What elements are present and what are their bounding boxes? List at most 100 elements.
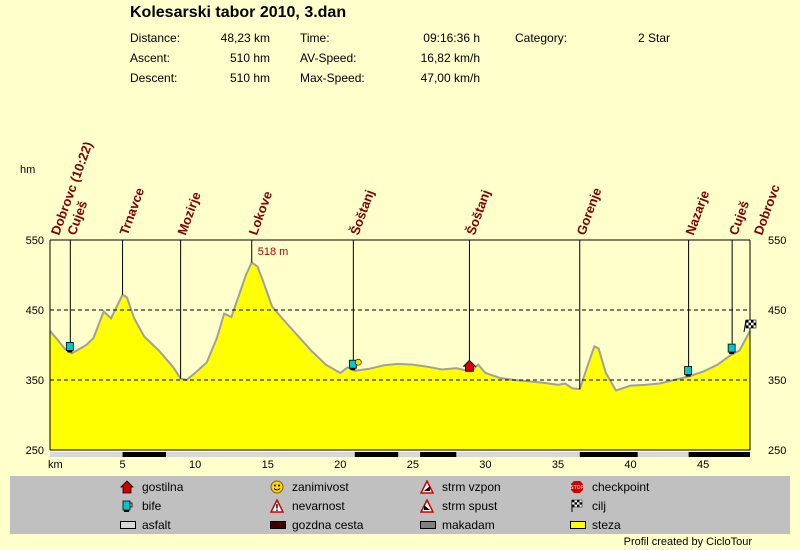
smiley-icon (355, 358, 362, 366)
legend-label: asfalt (142, 518, 171, 532)
max-elevation-label: 518 m (258, 246, 289, 258)
bife-icon (684, 366, 693, 375)
legend-item-asfalt: asfalt (120, 518, 171, 532)
legend-item-gostilna: gostilna (120, 480, 183, 494)
x-tick-label: 15 (262, 459, 274, 471)
x-tick-label: 40 (624, 459, 636, 471)
legend-item-nevarnost: nevarnost (269, 498, 345, 513)
legend-item-cilj: cilj (570, 499, 606, 513)
house-icon (120, 480, 136, 494)
waypoint-label: Gorenje (573, 186, 604, 237)
x-tick-label: 35 (552, 459, 564, 471)
waypoint-label: Nazarje (682, 188, 712, 237)
x-tick-label: 5 (120, 459, 126, 471)
stat-category-label: Category: (515, 31, 568, 45)
stop-sign-text: STOP (570, 485, 583, 491)
legend-label: zanimivost (292, 480, 349, 494)
stat-distance-label: Distance: (130, 31, 181, 45)
bife-icon-base (67, 350, 73, 353)
surface-gozdna-swatch (270, 521, 286, 529)
surface-steza-swatch (570, 521, 586, 529)
checkered-flag-square (753, 322, 756, 326)
surface-segment (420, 452, 457, 457)
stat-category-value: 2 Star (638, 31, 671, 45)
bife-icon (65, 342, 74, 351)
house-icon (462, 359, 477, 372)
y-tick-label-left: 250 (26, 445, 44, 457)
legend-label: gozdna cesta (292, 518, 364, 532)
y-tick-label-right: 250 (768, 445, 786, 457)
legend-item-zanimivost: zanimivost (270, 480, 349, 494)
x-tick-label: 30 (479, 459, 491, 471)
stat-time-label: Time: (300, 31, 330, 45)
surface-segment (688, 452, 750, 457)
bife-icon-base (685, 374, 691, 377)
legend-label: gostilna (142, 480, 184, 494)
surface-segment (579, 452, 638, 457)
legend-label: checkpoint (592, 480, 650, 494)
steep-climb-icon (419, 479, 436, 494)
stat-avspeed-label: AV-Speed: (300, 51, 357, 65)
stat-distance-value: 48,23 km (220, 31, 270, 45)
surface-segment (50, 452, 123, 457)
stat-avspeed-value: 16,82 km/h (420, 51, 480, 65)
legend-label: strm spust (442, 499, 498, 513)
legend-label: strm vzpon (442, 480, 501, 494)
waypoint-label: Lokove (245, 189, 275, 237)
legend-item-strm-spust: strm spust (419, 498, 498, 513)
stop-sign-icon: STOP (570, 480, 586, 494)
surface-segment (398, 452, 421, 457)
y-tick-label-left: 550 (26, 235, 44, 247)
y-axis-unit: hm (20, 164, 36, 176)
surface-segment (637, 452, 689, 457)
waypoint-label: Trnavce (116, 186, 147, 237)
stat-descent-label: Descent: (130, 71, 178, 85)
legend-item-checkpoint: STOP checkpoint (570, 480, 649, 494)
waypoint-label: Cuješ (726, 199, 752, 237)
legend-label: makadam (442, 518, 495, 532)
elevation-profile-chart: 250 250 350 350 450 450 550 550 km 5 10 15 20 25 30 35 4… (26, 140, 787, 471)
waypoint-label: Mozirje (174, 190, 203, 237)
checkered-flag-square (746, 325, 749, 329)
legend: gostilna zanimivost strm vzpon STOP chec… (10, 476, 790, 534)
stat-ascent-label: Ascent: (130, 51, 171, 65)
surface-segment (456, 452, 580, 457)
waypoint-label: Šoštanj (347, 188, 377, 237)
smiley-icon (270, 480, 286, 494)
bife-icon-base (729, 352, 735, 355)
y-tick-label-right: 550 (768, 235, 786, 247)
page-title: Kolesarski tabor 2010, 3.dan (130, 4, 347, 21)
stat-maxspeed-label: Max-Speed: (300, 71, 365, 85)
credit-text: Profil created by CicloTour (623, 536, 752, 548)
checkered-flag-pole (743, 319, 747, 333)
surface-segment (166, 452, 355, 457)
legend-item-gozdna-cesta: gozdna cesta (270, 518, 363, 532)
checkered-flag-square (748, 322, 751, 326)
legend-label: bife (142, 499, 162, 513)
legend-item-makadam: makadam (420, 518, 495, 532)
warning-icon (269, 498, 286, 513)
legend-label: cilj (592, 499, 606, 513)
legend-item-steza: steza (570, 518, 621, 532)
legend-label: steza (592, 518, 621, 532)
legend-label: nevarnost (292, 499, 345, 513)
legend-item-bife: bife (120, 499, 161, 513)
legend-item-strm-vzpon: strm vzpon (419, 479, 501, 494)
stat-descent-value: 510 hm (229, 71, 270, 85)
waypoint-label: Šoštanj (463, 188, 493, 237)
stat-ascent-value: 510 hm (229, 51, 270, 65)
stat-maxspeed-value: 47,00 km/h (420, 71, 480, 85)
x-tick-label: 10 (189, 459, 201, 471)
bife-icon (727, 343, 736, 353)
steep-descent-icon (419, 498, 436, 513)
checkered-flag-square (751, 325, 754, 329)
surface-segment (354, 452, 399, 457)
profile-area (50, 262, 750, 450)
y-tick-label-left: 450 (26, 305, 44, 317)
cup-icon (120, 499, 136, 513)
checkered-flag-square (746, 320, 749, 323)
stat-time-value: 09:16:36 h (423, 31, 480, 45)
checkered-flag-icon (570, 499, 586, 513)
y-tick-label-left: 350 (26, 375, 44, 387)
surface-segment (122, 452, 167, 457)
